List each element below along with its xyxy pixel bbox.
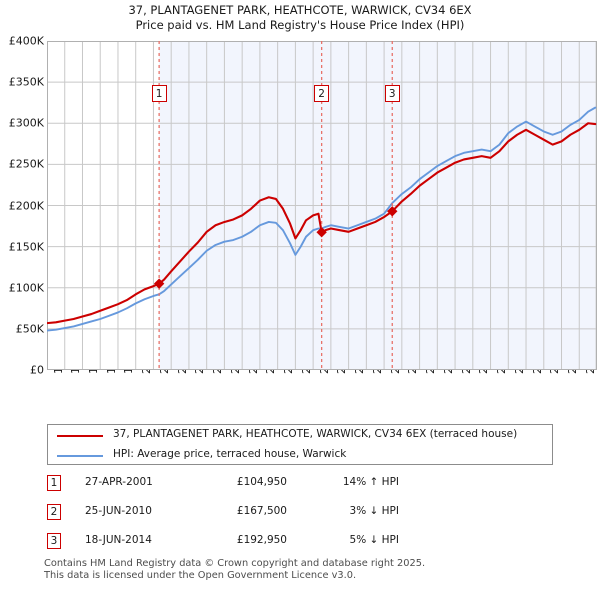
attribution-footer: Contains HM Land Registry data © Crown c… (44, 558, 564, 581)
table-row: 1 27-APR-2001 £104,950 14% ↑ HPI (47, 473, 467, 502)
legend-row-property: 37, PLANTAGENET PARK, HEATHCOTE, WARWICK… (48, 426, 552, 445)
page-subtitle: Price paid vs. HM Land Registry's House … (135, 18, 465, 32)
legend-row-hpi: HPI: Average price, terraced house, Warw… (48, 446, 552, 465)
table-row: 3 18-JUN-2014 £192,950 5% ↓ HPI (47, 531, 467, 560)
y-axis-label-400K: £400K (8, 34, 44, 48)
footer-copyright: Contains HM Land Registry data © Crown c… (44, 558, 426, 569)
transaction-badge-2: 2 (47, 504, 61, 520)
chart-title-block: 37, PLANTAGENET PARK, HEATHCOTE, WARWICK… (0, 3, 600, 33)
transaction-date-3: 18-JUN-2014 (85, 534, 152, 546)
page-title: 37, PLANTAGENET PARK, HEATHCOTE, WARWICK… (128, 3, 472, 17)
legend-label-hpi: HPI: Average price, terraced house, Warw… (113, 448, 347, 460)
y-axis-label-50K: £50K (15, 322, 44, 336)
transaction-price-3: £192,950 (236, 534, 287, 546)
y-axis-label-300K: £300K (8, 116, 44, 130)
y-axis-label-350K: £350K (8, 75, 44, 89)
chart-legend: 37, PLANTAGENET PARK, HEATHCOTE, WARWICK… (47, 424, 553, 465)
legend-label-property: 37, PLANTAGENET PARK, HEATHCOTE, WARWICK… (113, 428, 518, 440)
transaction-price-1: £104,950 (236, 476, 287, 488)
footer-licence: This data is licensed under the Open Gov… (44, 569, 357, 581)
legend-swatch-hpi (57, 455, 103, 457)
transaction-badge-1: 1 (47, 475, 61, 491)
y-axis-label-200K: £200K (8, 199, 44, 212)
price-chart-plot (47, 41, 597, 370)
y-axis-label-250K: £250K (8, 157, 44, 171)
transaction-hpi-delta-1: 14% ↑ HPI (342, 476, 399, 488)
y-axis-label-150K: £150K (8, 240, 44, 254)
transaction-hpi-delta-3: 5% ↓ HPI (349, 534, 399, 546)
transaction-date-1: 27-APR-2001 (85, 476, 153, 488)
y-axis-label-0: £0 (30, 363, 44, 377)
transaction-badge-3: 3 (47, 533, 61, 549)
transactions-table: 1 27-APR-2001 £104,950 14% ↑ HPI 2 25-JU… (47, 473, 467, 560)
table-row: 2 25-JUN-2010 £167,500 3% ↓ HPI (47, 502, 467, 531)
transaction-hpi-delta-2: 3% ↓ HPI (349, 505, 399, 517)
transaction-date-2: 25-JUN-2010 (85, 505, 152, 517)
legend-swatch-property (57, 435, 103, 437)
chart-svg (47, 41, 597, 370)
y-axis-label-100K: £100K (8, 281, 44, 295)
transaction-price-2: £167,500 (236, 505, 287, 517)
